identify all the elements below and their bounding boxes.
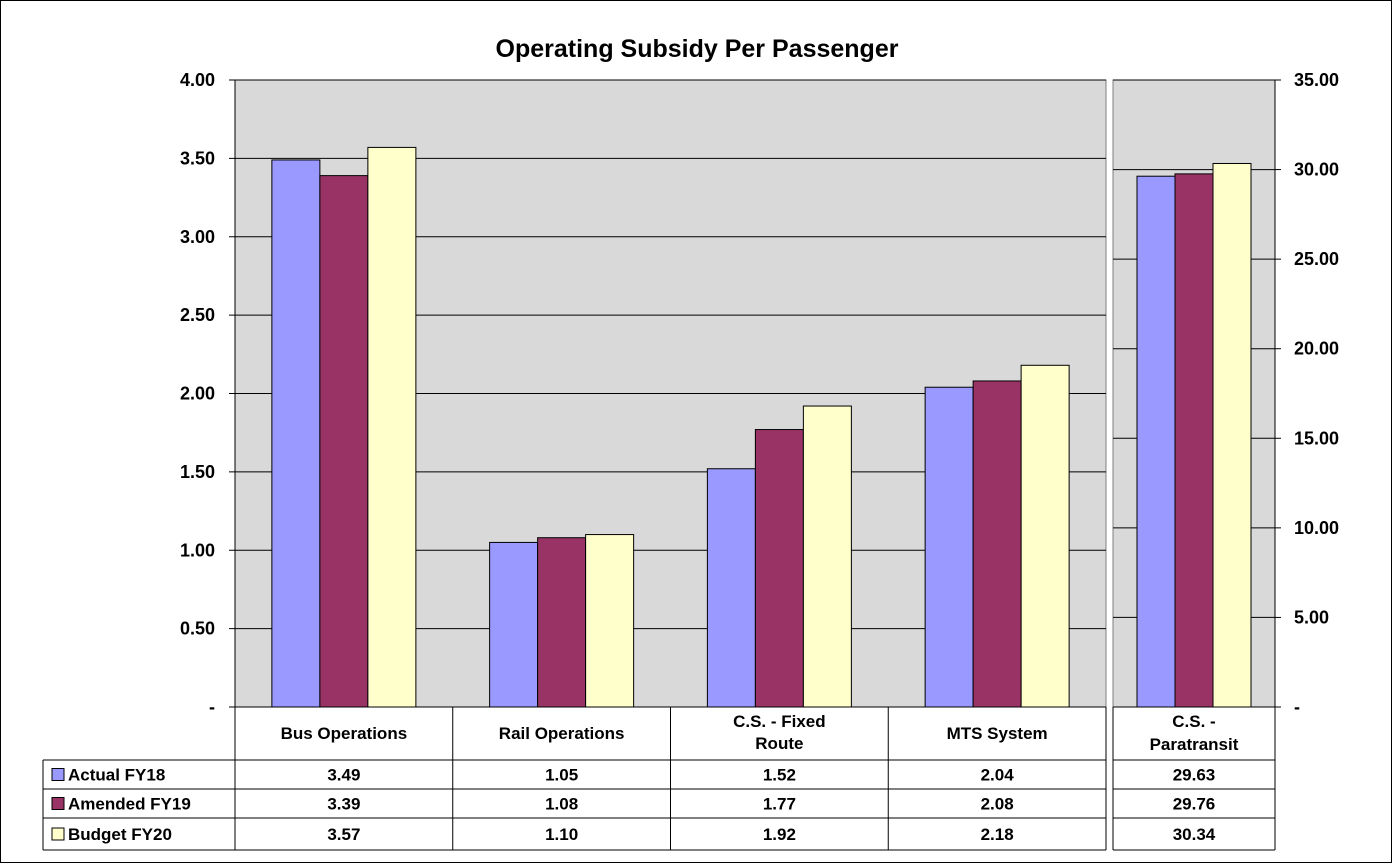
data-table-value: 3.39 (327, 795, 360, 814)
chart-title: Operating Subsidy Per Passenger (496, 35, 899, 63)
data-table-value: 2.08 (981, 795, 1014, 814)
right-panel-y-tick-label: 35.00 (1294, 70, 1339, 90)
left-panel-y-tick-label: 1.00 (180, 540, 215, 560)
data-table-value: 1.10 (545, 825, 578, 844)
left-panel-bar (319, 175, 369, 708)
legend-swatch (51, 797, 65, 810)
left-panel-bar (754, 429, 804, 708)
right-panel-bar (1212, 162, 1252, 708)
category-label: MTS System (947, 724, 1048, 743)
category-label: C.S. - Fixed (733, 712, 826, 731)
data-table-value: 1.52 (763, 766, 796, 785)
category-label: Rail Operations (499, 724, 625, 743)
legend-label: Actual FY18 (68, 766, 165, 785)
right-panel-y-tick-label: 15.00 (1294, 428, 1339, 448)
data-table-value: 29.63 (1173, 766, 1216, 785)
left-panel-bar (1020, 364, 1070, 708)
right-panel-y-tick-label: 20.00 (1294, 339, 1339, 359)
left-panel-bar (367, 146, 417, 708)
right-panel-y-tick-label: 5.00 (1294, 607, 1329, 627)
left-panel-y-tick-label: - (209, 697, 215, 717)
legend-label: Amended FY19 (68, 795, 191, 814)
left-panel-bar (802, 405, 852, 708)
left-panel-y-tick-label: 3.00 (180, 227, 215, 247)
data-table-value: 1.05 (545, 766, 578, 785)
data-table-value: 3.49 (327, 766, 360, 785)
left-panel-y-tick-label: 0.50 (180, 619, 215, 639)
right-panel-y-tick-label: 25.00 (1294, 249, 1339, 269)
category-label: Bus Operations (281, 724, 408, 743)
left-panel-y-tick-label: 1.50 (180, 462, 215, 482)
right-panel-bar (1174, 173, 1214, 708)
right-panel-y-tick-label: 10.00 (1294, 518, 1339, 538)
left-panel-bar (537, 537, 587, 708)
category-label: C.S. - (1172, 712, 1215, 731)
legend-swatch (51, 768, 65, 781)
left-panel-bar (585, 534, 635, 708)
data-table-value: 30.34 (1173, 825, 1216, 844)
left-panel-bar (489, 541, 539, 708)
data-table-value: 2.18 (981, 825, 1014, 844)
left-panel-bar (972, 380, 1022, 708)
data-table-value: 29.76 (1173, 795, 1216, 814)
right-panel-bar (1136, 175, 1176, 708)
data-table-value: 2.04 (981, 766, 1015, 785)
left-panel-bar (924, 386, 974, 708)
left-panel-bar (706, 468, 756, 708)
data-table-value: 1.77 (763, 795, 796, 814)
data-table-value: 3.57 (327, 825, 360, 844)
left-panel-bar (271, 159, 321, 708)
left-panel-y-tick-label: 2.00 (180, 384, 215, 404)
legend-label: Budget FY20 (68, 825, 172, 844)
legend-swatch (51, 827, 65, 841)
data-table-value: 1.92 (763, 825, 796, 844)
left-panel-y-tick-label: 4.00 (180, 70, 215, 90)
left-panel-y-tick-label: 3.50 (180, 148, 215, 168)
category-label: Paratransit (1150, 735, 1239, 754)
right-panel-y-tick-label: 30.00 (1294, 160, 1339, 180)
category-label: Route (755, 734, 803, 753)
left-panel-y-tick-label: 2.50 (180, 305, 215, 325)
right-panel-y-tick-label: - (1294, 697, 1300, 717)
data-table-value: 1.08 (545, 795, 578, 814)
